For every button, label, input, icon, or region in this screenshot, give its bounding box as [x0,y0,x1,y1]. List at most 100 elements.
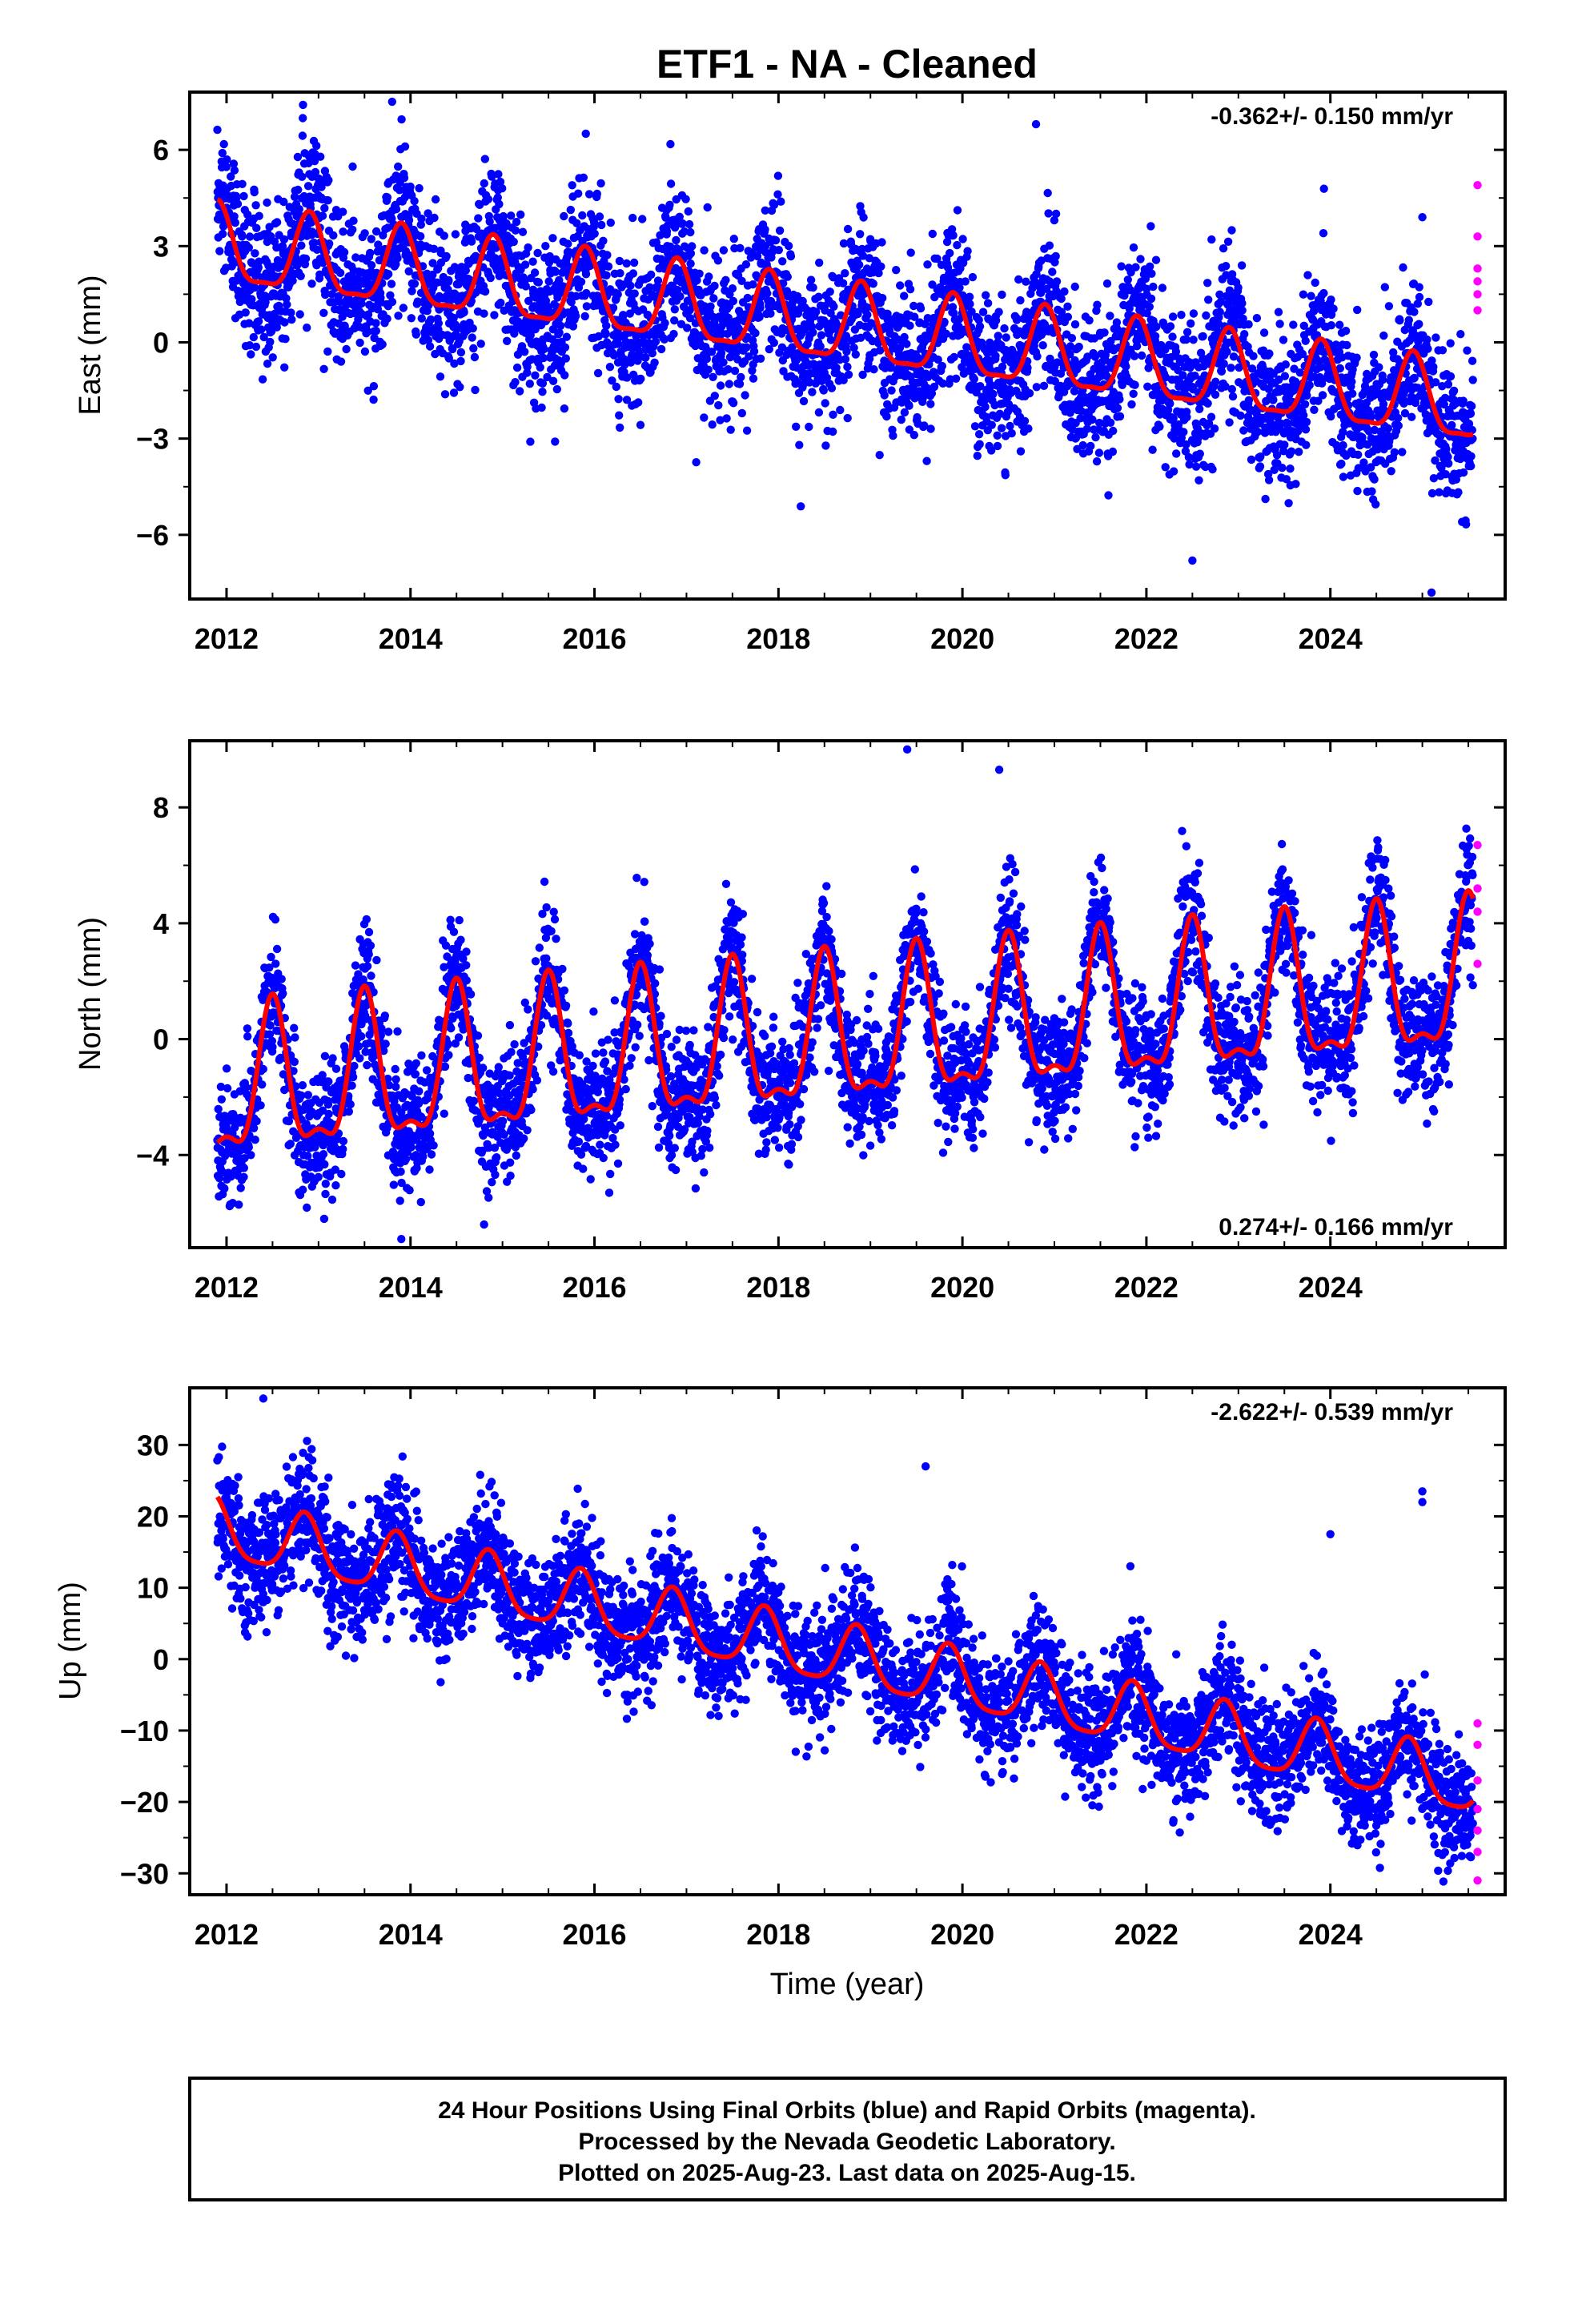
data-point [521,282,530,291]
data-point [531,371,540,380]
data-point [323,347,332,356]
data-point [323,1100,333,1109]
data-point [889,431,897,440]
data-point [983,299,993,308]
data-point [987,420,997,429]
data-point [1299,290,1308,299]
data-point [1186,319,1195,328]
data-point [599,236,608,245]
data-point [1006,421,1014,431]
data-point [319,1150,328,1159]
data-point [412,330,420,339]
data-point [1274,308,1283,316]
data-point [1127,400,1136,409]
data-point [492,243,500,252]
data-point [582,302,592,311]
data-point [523,368,532,377]
data-point [525,380,534,388]
data-point [774,246,783,255]
data-point [1255,462,1265,471]
data-point [539,353,548,363]
data-point [685,314,695,323]
data-point [339,247,349,257]
data-point [875,451,884,460]
data-point [272,218,282,227]
data-point [827,384,837,392]
data-point [263,198,271,207]
data-point [735,380,745,388]
data-point [371,319,380,328]
data-point [695,269,704,278]
data-point [295,205,303,214]
data-point [1449,386,1459,396]
data-point [249,332,258,342]
data-point [709,294,718,303]
data-point [602,321,611,330]
data-point [436,372,445,381]
data-point [1390,448,1399,456]
rapid-point [1473,180,1482,190]
data-point [1354,450,1363,459]
data-point [616,423,624,432]
data-point [516,210,525,219]
rapid-orbit-points [1473,180,1482,315]
data-point [648,348,656,358]
data-point [456,383,464,392]
outlier-point [1427,588,1436,597]
data-point [1301,336,1310,345]
data-point [1423,344,1432,353]
data-point [713,256,723,265]
data-point [360,229,369,238]
data-point [451,230,460,239]
data-point [530,268,540,277]
data-point [1115,412,1125,421]
data-point [281,335,290,344]
data-point [1171,347,1181,356]
data-point [1207,412,1216,421]
data-point [1395,316,1404,325]
data-point [678,219,687,228]
data-point [360,347,370,356]
data-point [480,155,489,163]
data-point [244,1143,253,1152]
data-point [763,289,772,298]
data-point [268,1043,277,1051]
data-point [1343,340,1351,350]
data-point [612,382,620,392]
data-point [604,262,613,271]
y-tick-label: 6 [153,134,169,167]
data-point [841,269,849,278]
data-point [982,291,990,300]
data-point [1259,328,1269,337]
data-point [244,243,253,252]
data-point [1044,209,1053,218]
data-point [425,342,435,351]
data-point [342,344,351,354]
data-point [729,296,737,306]
data-point [395,186,404,195]
data-point [1367,487,1376,496]
data-point [737,276,746,285]
data-point [288,276,297,285]
data-point [220,1184,229,1193]
data-point [1348,389,1357,398]
data-point [651,337,661,346]
data-point [520,260,530,269]
data-point [321,1180,330,1188]
data-point [1284,499,1293,508]
data-point [1407,412,1416,421]
data-point [259,1064,267,1074]
data-point [498,184,507,193]
east-y-axis-label: East (mm) [74,275,107,415]
data-point [1208,464,1217,474]
data-point [950,352,958,362]
data-point [416,231,425,241]
data-point [450,263,460,271]
data-point [1145,302,1154,312]
data-point [544,258,554,267]
data-point [222,1064,231,1073]
data-point [806,275,816,284]
data-point [636,420,645,429]
data-point [1177,311,1186,320]
data-point [1447,420,1456,430]
